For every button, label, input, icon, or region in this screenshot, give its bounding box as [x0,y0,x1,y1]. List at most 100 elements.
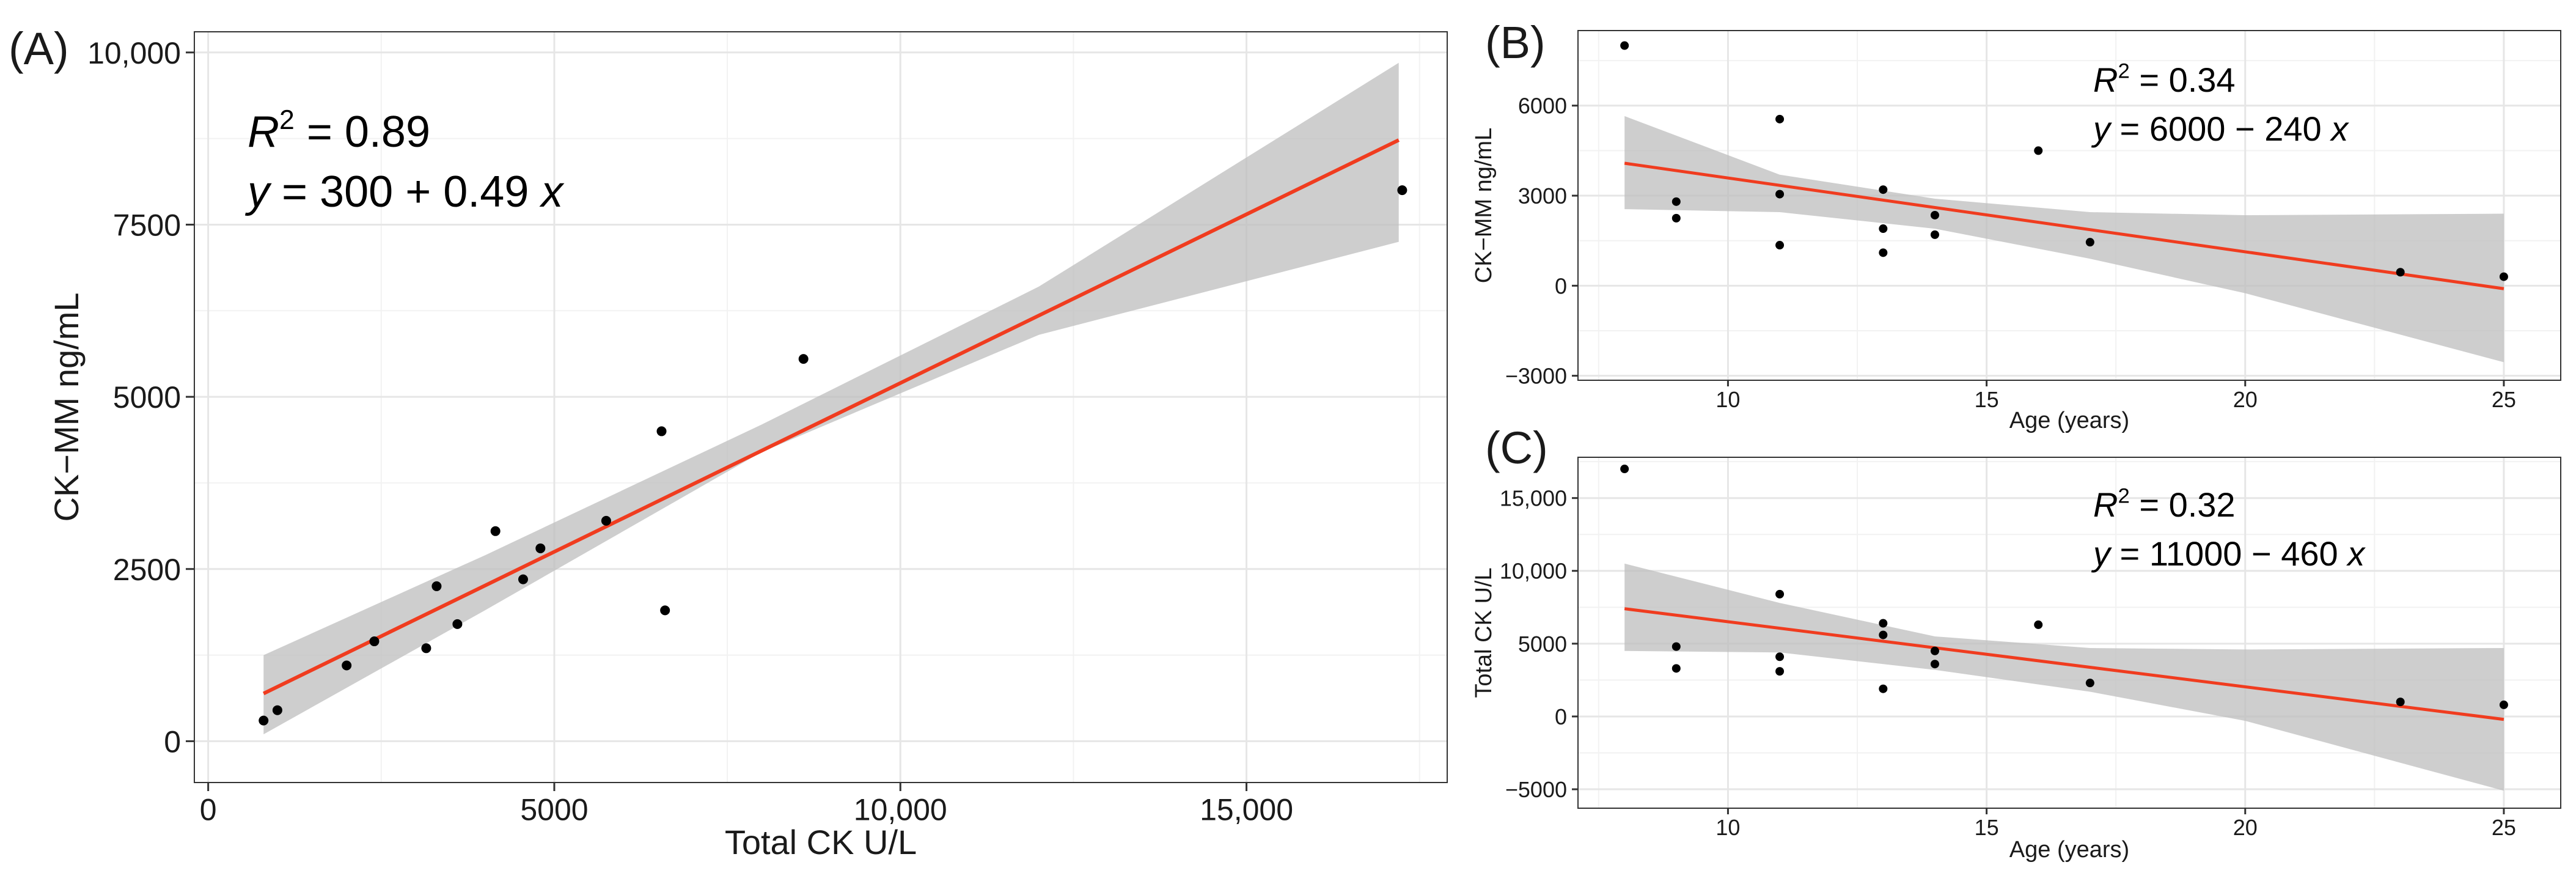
y-axis-label: CK−MM ng/mL [1471,128,1497,283]
data-point [1671,642,1681,651]
y-tick-label: 3000 [1518,183,1567,208]
data-point [1620,465,1629,474]
equation-x: x [2346,534,2366,573]
y-tick-label: 0 [164,724,181,759]
r-squared-value: = 0.34 [2130,61,2236,99]
r-exponent: 2 [2118,60,2129,83]
y-axis-label: Total CK U/L [1471,567,1497,698]
panel-label: (C) [1485,422,1548,473]
x-tick-label: 20 [2233,387,2258,412]
y-axis-label: CK−MM ng/mL [47,293,86,522]
data-point [656,426,667,437]
data-point [1879,630,1888,639]
regression-equation: y = 300 + 0.49 x [244,168,565,216]
data-point [535,543,546,553]
data-point [2396,268,2405,277]
data-point [1671,197,1681,206]
y-tick-label: 7500 [113,208,181,242]
y-tick-label: −3000 [1505,364,1567,389]
x-tick-label: 5000 [520,793,588,827]
data-point [452,619,463,629]
r-squared-value: = 0.32 [2130,485,2236,524]
x-tick-label: 10 [1715,815,1740,840]
r-symbol: R [2093,485,2118,524]
regression-line [1624,161,2504,290]
x-tick-label: 15 [1975,815,1999,840]
r-symbol: R [2093,61,2118,99]
data-point [1775,667,1785,676]
data-point [1879,185,1888,194]
panel-c: 10 15 20 25 −5000 0 5000 10,000 15,000 Age (years… [1471,422,2561,863]
data-point [1775,652,1785,661]
confidence-band [1624,563,2504,791]
plot-frame [1577,457,2561,809]
r-symbol: R [248,108,279,157]
x-tick-label: 10,000 [854,793,947,827]
panel-a: 0 5000 10,000 15,000025005000750010,000Tota… [9,23,1448,861]
data-point [1930,230,1939,239]
data-point [798,354,809,364]
data-point [259,715,269,726]
data-point [2499,700,2508,709]
equation-x: x [539,168,565,216]
data-point [660,605,670,616]
data-point [2034,620,2043,629]
y-tick-label: 0 [1555,704,1567,729]
data-point [1930,660,1939,669]
panel-label: (A) [9,23,69,74]
x-axis-label: Total CK U/L [725,823,917,861]
panel-b: 10 15 20 25 −3000 0 3000 6000 Age (years) CK−MM n… [1471,17,2561,433]
equation-rhs: = 11000 − 460 [2110,534,2347,573]
data-point [1930,210,1939,219]
equation-y: y [244,168,272,216]
x-tick-label: 25 [2492,387,2516,412]
data-point [2396,698,2405,707]
plot-frame [194,31,1448,783]
confidence-band [1624,116,2504,363]
x-tick-label: 10 [1715,387,1740,412]
x-tick-label: 20 [2233,815,2258,840]
data-point [1930,646,1939,655]
plot-frame [1577,30,2561,381]
y-tick-label: 2500 [113,553,181,587]
x-axis-label: Age (years) [2009,408,2129,433]
y-tick-label: 10,000 [1500,559,1567,584]
regression-equation: y = 11000 − 460 x [2091,534,2366,573]
data-point [1671,664,1681,673]
y-tick-label: 6000 [1518,94,1567,119]
data-point [431,581,442,591]
equation-x: x [2329,109,2349,148]
equation-rhs: = 300 + 0.49 [270,168,541,216]
r-squared-annotation: R2 = 0.34 [2093,60,2236,99]
r-squared-annotation: R2 = 0.89 [248,105,430,157]
data-point [2085,679,2094,688]
regression-equation: y = 6000 − 240 x [2091,109,2349,148]
data-point [421,643,431,654]
x-tick-label: 25 [2492,815,2516,840]
x-axis-label: Age (years) [2009,837,2129,863]
y-tick-label: 5000 [1518,632,1567,657]
data-point [518,574,528,584]
data-point [342,660,352,671]
x-tick-label: 0 [200,793,217,827]
data-point [1775,190,1785,199]
regression-line [262,138,1400,696]
r-squared-annotation: R2 = 0.32 [2093,485,2236,524]
panel-label: (B) [1485,17,1546,68]
data-point [2499,272,2508,281]
y-tick-label: 10,000 [87,36,181,70]
data-point [1775,589,1785,599]
y-tick-label: 5000 [113,380,181,414]
data-point [2034,146,2043,155]
y-tick-label: 0 [1555,273,1567,298]
data-point [1671,213,1681,223]
data-point [1879,684,1888,693]
data-point [1879,619,1888,628]
y-tick-label: 15,000 [1500,486,1567,511]
data-point [1620,41,1629,50]
data-point [1775,114,1785,123]
data-point [1775,241,1785,250]
y-tick-label: −5000 [1505,777,1567,802]
x-tick-label: 15,000 [1200,793,1293,827]
